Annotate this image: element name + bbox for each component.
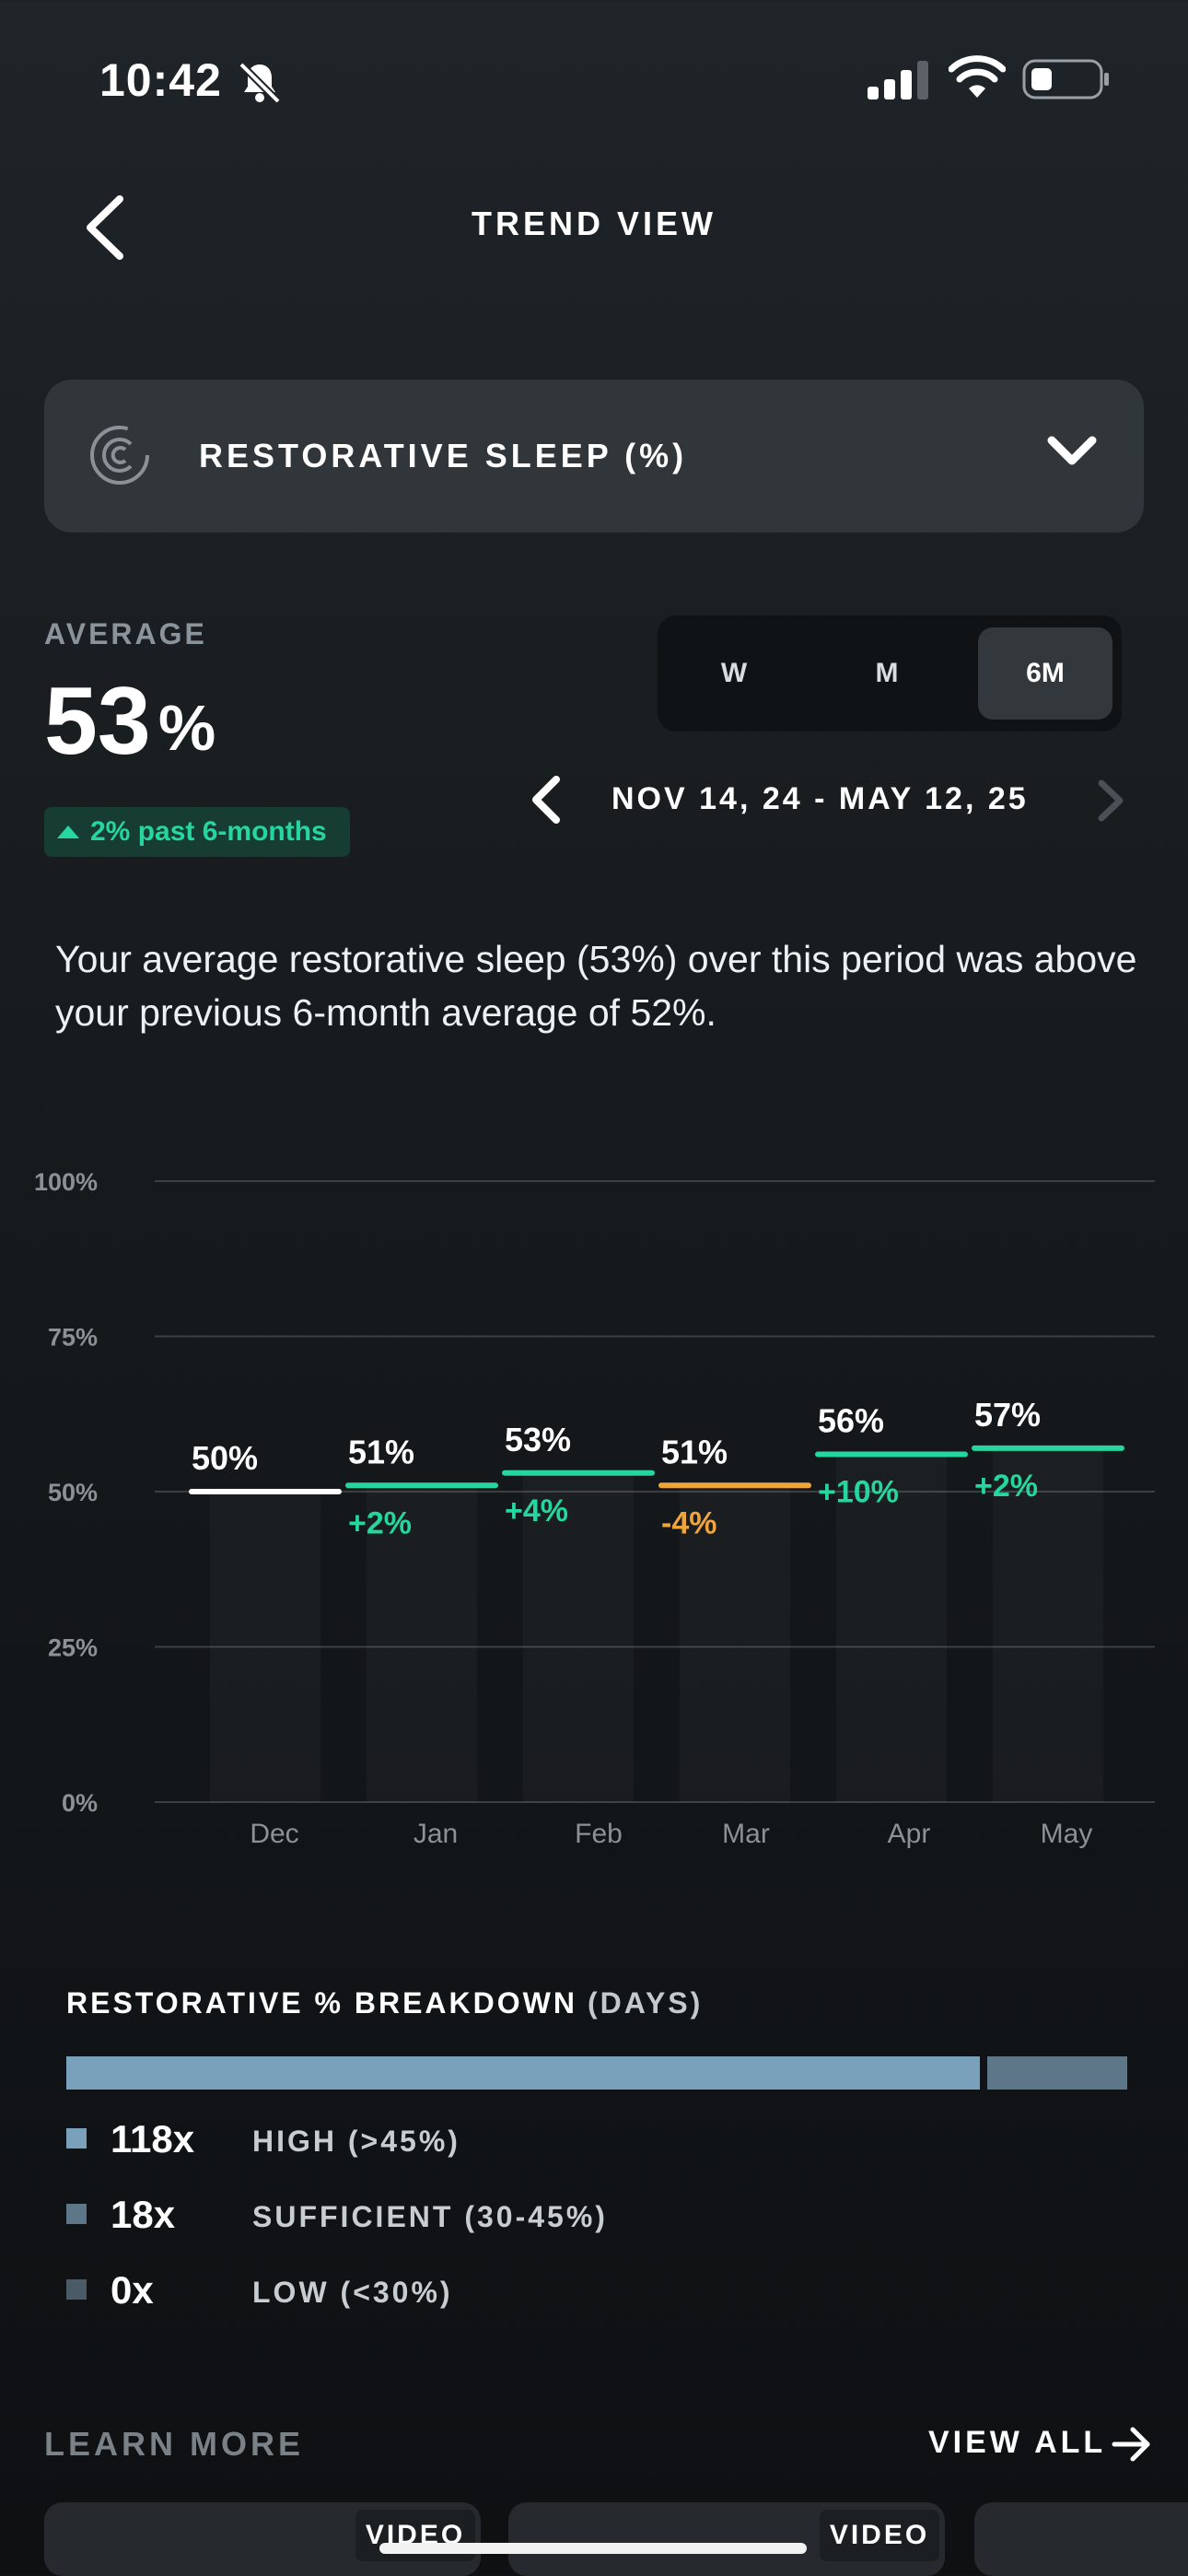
x-tick-label: Mar	[722, 1819, 770, 1849]
trend-chart: 100% 75% 50% 25% 0% Dec Jan Feb Mar Apr May 50% 51% +…	[34, 1168, 1155, 1849]
view-all-link[interactable]: VIEW ALL	[928, 2425, 1107, 2460]
battery-icon	[1022, 59, 1109, 100]
chevron-left-icon[interactable]	[527, 774, 564, 825]
legend-label-sufficient: SUFFICIENT (30-45%)	[252, 2200, 608, 2233]
page-title: TREND VIEW	[471, 205, 716, 242]
wifi-icon	[949, 55, 1006, 98]
x-tick-label: Dec	[250, 1819, 298, 1849]
month-average-label: 53%	[505, 1421, 571, 1458]
legend-swatch-low	[66, 2279, 87, 2300]
range-tab-6-months[interactable]: 6M	[978, 627, 1112, 720]
average-unit: %	[158, 692, 216, 764]
chevron-down-icon[interactable]	[1042, 431, 1101, 472]
trend-badge	[44, 807, 350, 857]
metric-dropdown[interactable]	[44, 380, 1144, 533]
back-arrow-icon[interactable]	[81, 193, 131, 262]
month-change-label: -4%	[661, 1505, 716, 1540]
range-tab-week[interactable]: W	[720, 658, 748, 688]
y-tick-label: 75%	[48, 1324, 98, 1352]
legend-count-high: 118x	[111, 2117, 195, 2160]
month-change-label: +4%	[505, 1493, 568, 1528]
learn-card-3[interactable]	[974, 2502, 1188, 2576]
legend-count-low: 0x	[111, 2268, 154, 2312]
month-average-label: 50%	[192, 1439, 258, 1477]
restorative-sleep-icon	[90, 426, 149, 485]
month-change-label: +2%	[974, 1469, 1038, 1504]
card-tag-video-2: VIDEO	[820, 2510, 939, 2561]
month-average-label: 51%	[661, 1433, 728, 1470]
up-triangle-icon	[57, 825, 79, 838]
month-column	[210, 1492, 320, 1802]
signal-icon	[868, 61, 928, 100]
trend-badge-text: 2% past 6-months	[90, 816, 327, 847]
average-label: AVERAGE	[44, 617, 207, 650]
metric-label: RESTORATIVE SLEEP (%)	[199, 437, 688, 474]
legend-swatch-high	[66, 2128, 87, 2149]
learn-more-title: LEARN MORE	[44, 2425, 304, 2463]
breakdown-title: RESTORATIVE % BREAKDOWN	[66, 1986, 577, 2020]
range-tab-month[interactable]: M	[875, 658, 899, 688]
breakdown-subtitle: (DAYS)	[588, 1986, 704, 2020]
status-time: 10:42	[99, 54, 222, 106]
breakdown-bar-sufficient	[987, 2056, 1127, 2090]
y-tick-label: 0%	[62, 1789, 98, 1817]
x-tick-label: Feb	[575, 1819, 623, 1849]
bell-muted-icon	[239, 62, 281, 104]
month-average-label: 56%	[818, 1402, 884, 1440]
legend-swatch-sufficient	[66, 2204, 87, 2224]
y-tick-label: 100%	[34, 1168, 98, 1196]
month-change-label: +10%	[818, 1475, 899, 1510]
legend-label-high: HIGH (>45%)	[252, 2125, 460, 2158]
arrow-right-icon[interactable]	[1111, 2423, 1153, 2465]
month-average-label: 57%	[974, 1396, 1041, 1434]
y-tick-label: 25%	[48, 1634, 98, 1662]
x-tick-label: Jan	[413, 1819, 458, 1849]
date-range-label: NOV 14, 24 - MAY 12, 25	[611, 781, 1029, 816]
average-value: 53	[44, 668, 151, 775]
chevron-right-icon[interactable]	[1094, 778, 1127, 824]
x-tick-label: May	[1041, 1819, 1093, 1849]
summary-text: Your average restorative sleep (53%) ove…	[55, 938, 1137, 1034]
month-average-label: 51%	[348, 1433, 414, 1470]
legend-label-low: LOW (<30%)	[252, 2276, 453, 2309]
x-tick-label: Apr	[888, 1819, 931, 1849]
legend-count-sufficient: 18x	[111, 2193, 176, 2236]
month-change-label: +2%	[348, 1505, 412, 1540]
y-tick-label: 50%	[48, 1479, 98, 1506]
home-indicator[interactable]	[379, 2543, 807, 2554]
breakdown-bar-high	[66, 2056, 980, 2090]
